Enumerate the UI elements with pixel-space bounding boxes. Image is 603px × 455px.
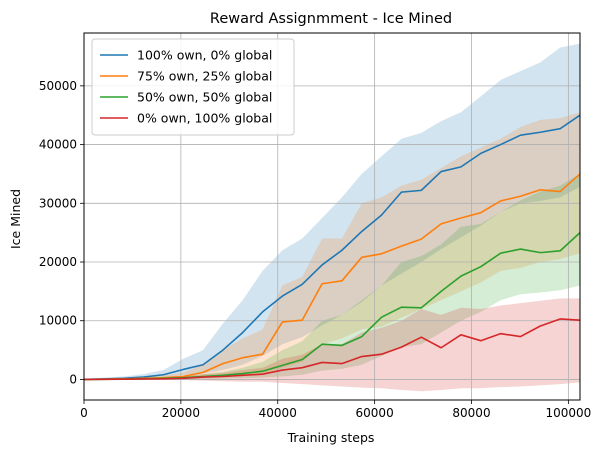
y-tick-label: 0	[69, 372, 77, 386]
x-tick-label: 20000	[162, 406, 200, 420]
gridlines	[83, 33, 580, 400]
legend-label: 50% own, 50% global	[137, 90, 272, 105]
series-line-4	[83, 318, 581, 381]
chart-title: Reward Assignmment - Ice Mined	[210, 11, 452, 27]
legend: 100% own, 0% global 75% own, 25% global 50…	[91, 38, 295, 136]
legend-box	[91, 38, 295, 136]
x-tick-label: 0	[80, 406, 88, 420]
y-tick-label: 40000	[39, 138, 77, 152]
plot-frame	[83, 32, 581, 401]
legend-label: 0% own, 100% global	[137, 111, 272, 126]
y-axis-ticks: 0 10000 20000 30000 40000 50000	[39, 79, 84, 386]
x-axis-ticks: 0 20000 40000 60000 80000 100000	[80, 400, 591, 420]
confidence-band-1	[84, 43, 580, 381]
x-tick-label: 100000	[545, 406, 591, 420]
legend-label: 100% own, 0% global	[137, 48, 272, 63]
y-tick-label: 20000	[39, 255, 77, 269]
x-axis-label: Training steps	[287, 430, 375, 445]
confidence-band-3	[84, 173, 580, 381]
x-tick-label: 40000	[259, 406, 297, 420]
x-tick-label: 60000	[356, 406, 394, 420]
series-line-1	[83, 114, 581, 381]
y-axis-label: Ice Mined	[8, 189, 23, 249]
confidence-band-2	[84, 112, 580, 381]
series-lines	[83, 114, 581, 381]
x-tick-label: 80000	[452, 406, 490, 420]
legend-label: 75% own, 25% global	[137, 69, 272, 84]
y-tick-label: 30000	[39, 196, 77, 210]
y-tick-label: 10000	[39, 314, 77, 328]
y-tick-label: 50000	[39, 79, 77, 93]
